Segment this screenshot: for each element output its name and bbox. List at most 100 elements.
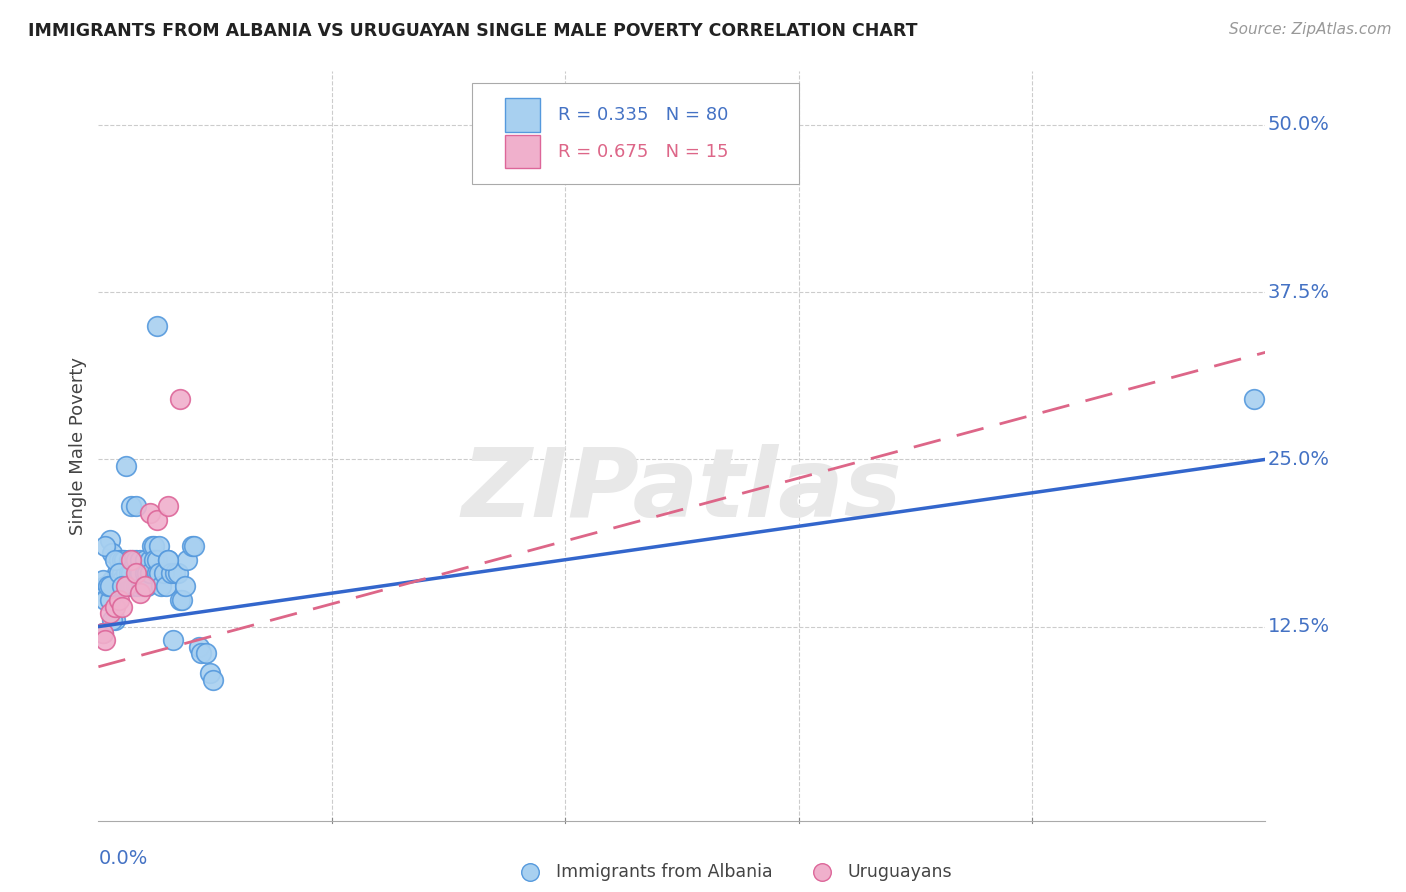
Point xyxy=(101,546,124,560)
Point xyxy=(129,552,152,567)
Point xyxy=(118,552,141,567)
Point xyxy=(136,566,159,581)
Point xyxy=(122,552,145,567)
Point xyxy=(94,539,117,553)
Point xyxy=(157,552,180,567)
Point xyxy=(157,500,180,514)
Point xyxy=(183,539,205,553)
Point xyxy=(104,580,127,594)
Text: Uruguayans: Uruguayans xyxy=(848,863,952,880)
Point xyxy=(134,552,156,567)
Point xyxy=(129,566,152,581)
Point xyxy=(125,500,148,514)
Point xyxy=(141,539,163,553)
Point xyxy=(190,646,212,660)
Point xyxy=(180,539,202,553)
Point xyxy=(146,512,169,526)
Point xyxy=(111,580,134,594)
Point xyxy=(115,580,138,594)
Text: ZIPatlas: ZIPatlas xyxy=(461,444,903,538)
Point xyxy=(201,673,224,687)
Point xyxy=(139,506,162,520)
Point xyxy=(111,573,134,587)
Point xyxy=(134,566,156,581)
Point xyxy=(108,573,131,587)
Text: 37.5%: 37.5% xyxy=(1268,283,1330,301)
Point xyxy=(118,566,141,581)
Point xyxy=(111,580,134,594)
Point xyxy=(187,640,209,654)
Point xyxy=(165,566,187,581)
Point xyxy=(98,592,121,607)
Text: R = 0.335   N = 80: R = 0.335 N = 80 xyxy=(558,106,728,124)
Point xyxy=(143,552,166,567)
Point xyxy=(155,580,177,594)
Point xyxy=(125,552,148,567)
Bar xyxy=(505,135,540,169)
Y-axis label: Single Male Poverty: Single Male Poverty xyxy=(69,357,87,535)
Point xyxy=(136,580,159,594)
Point xyxy=(176,552,198,567)
Point xyxy=(146,566,169,581)
Point xyxy=(200,666,222,681)
Point xyxy=(108,552,131,567)
Point xyxy=(169,592,191,607)
Bar xyxy=(505,98,540,132)
Point xyxy=(112,580,135,594)
Point xyxy=(97,580,120,594)
Point xyxy=(91,626,114,640)
Point xyxy=(120,500,142,514)
Text: Immigrants from Albania: Immigrants from Albania xyxy=(555,863,772,880)
Point xyxy=(104,599,127,614)
Point xyxy=(172,592,194,607)
Point xyxy=(112,552,135,567)
Point xyxy=(91,573,114,587)
Point xyxy=(129,586,152,600)
FancyBboxPatch shape xyxy=(472,83,799,184)
Text: 50.0%: 50.0% xyxy=(1268,115,1330,135)
Point xyxy=(134,580,156,594)
Point xyxy=(101,613,124,627)
Point xyxy=(1243,392,1265,407)
Point xyxy=(94,633,117,648)
Text: 25.0%: 25.0% xyxy=(1268,450,1330,469)
Point xyxy=(150,580,173,594)
Point xyxy=(139,566,162,581)
Point xyxy=(111,566,134,581)
Point xyxy=(120,552,142,567)
Point xyxy=(132,580,155,594)
Point xyxy=(173,580,195,594)
Point xyxy=(166,566,188,581)
Point xyxy=(111,552,134,567)
Point xyxy=(105,566,128,581)
Point xyxy=(162,633,184,648)
Point xyxy=(120,566,142,581)
Point xyxy=(139,552,162,567)
Point xyxy=(146,552,169,567)
Point xyxy=(127,566,149,581)
Point xyxy=(94,580,117,594)
Point xyxy=(108,592,131,607)
Point xyxy=(127,580,149,594)
Point xyxy=(122,580,145,594)
Point xyxy=(125,566,148,581)
Point xyxy=(104,613,127,627)
Point xyxy=(159,566,181,581)
Point xyxy=(104,552,127,567)
Point xyxy=(148,539,170,553)
Point xyxy=(111,599,134,614)
Point xyxy=(115,566,138,581)
Point xyxy=(120,580,142,594)
Point xyxy=(98,580,121,594)
Point xyxy=(98,533,121,547)
Point xyxy=(146,318,169,333)
Point xyxy=(101,573,124,587)
Point xyxy=(157,552,180,567)
Point xyxy=(98,607,121,621)
Point xyxy=(115,580,138,594)
Text: R = 0.675   N = 15: R = 0.675 N = 15 xyxy=(558,143,728,161)
Point xyxy=(169,392,191,407)
Point xyxy=(152,566,174,581)
Text: 12.5%: 12.5% xyxy=(1268,617,1330,636)
Point xyxy=(194,646,217,660)
